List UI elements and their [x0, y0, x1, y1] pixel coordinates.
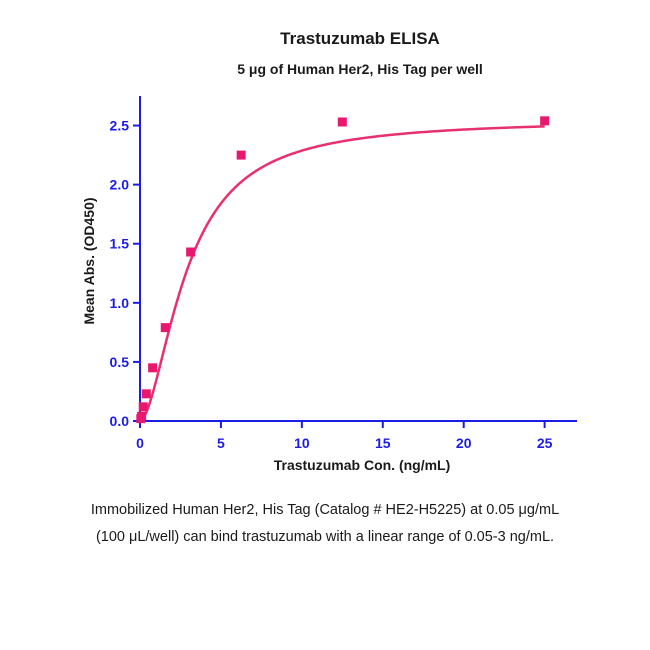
data-points-layer — [136, 116, 550, 424]
data-point — [138, 402, 148, 412]
caption: Immobilized Human Her2, His Tag (Catalog… — [20, 497, 630, 551]
data-point — [141, 389, 151, 399]
x-tick-label: 15 — [375, 435, 391, 451]
fit-curve — [139, 125, 545, 422]
data-point — [236, 150, 246, 160]
y-tick-label: 0.5 — [110, 354, 130, 370]
data-point — [148, 363, 158, 373]
fit-curve-layer — [139, 125, 545, 422]
caption-line-1: Immobilized Human Her2, His Tag (Catalog… — [90, 502, 560, 518]
x-tick-label: 20 — [456, 435, 472, 451]
data-point — [540, 116, 550, 126]
x-tick-label: 5 — [217, 435, 225, 451]
y-tick-label: 2.0 — [110, 177, 130, 193]
x-axis-title: Trastuzumab Con. (ng/mL) — [274, 457, 451, 473]
elisa-chart: Trastuzumab ELISA 5 μg of Human Her2, Hi… — [81, 29, 577, 473]
data-point — [137, 411, 147, 421]
data-point — [160, 323, 170, 333]
x-tick-label: 0 — [136, 435, 144, 451]
data-point — [186, 247, 196, 257]
data-point — [337, 117, 347, 127]
caption-line-2: (100 μL/well) can bind trastuzumab with … — [95, 529, 555, 545]
x-tick-label: 10 — [294, 435, 310, 451]
chart-subtitle: 5 μg of Human Her2, His Tag per well — [237, 61, 483, 77]
y-tick-label: 2.5 — [110, 118, 130, 134]
y-axis-title: Mean Abs. (OD450) — [81, 197, 97, 324]
y-tick-label: 1.5 — [110, 236, 130, 252]
y-tick-label: 1.0 — [110, 295, 130, 311]
x-tick-label: 25 — [537, 435, 553, 451]
y-tick-label: 0.0 — [110, 413, 130, 429]
chart-title: Trastuzumab ELISA — [280, 29, 440, 48]
axes: 0 5 10 15 20 25 0.0 0.5 1.0 1.5 2.0 2.5 — [110, 96, 577, 451]
